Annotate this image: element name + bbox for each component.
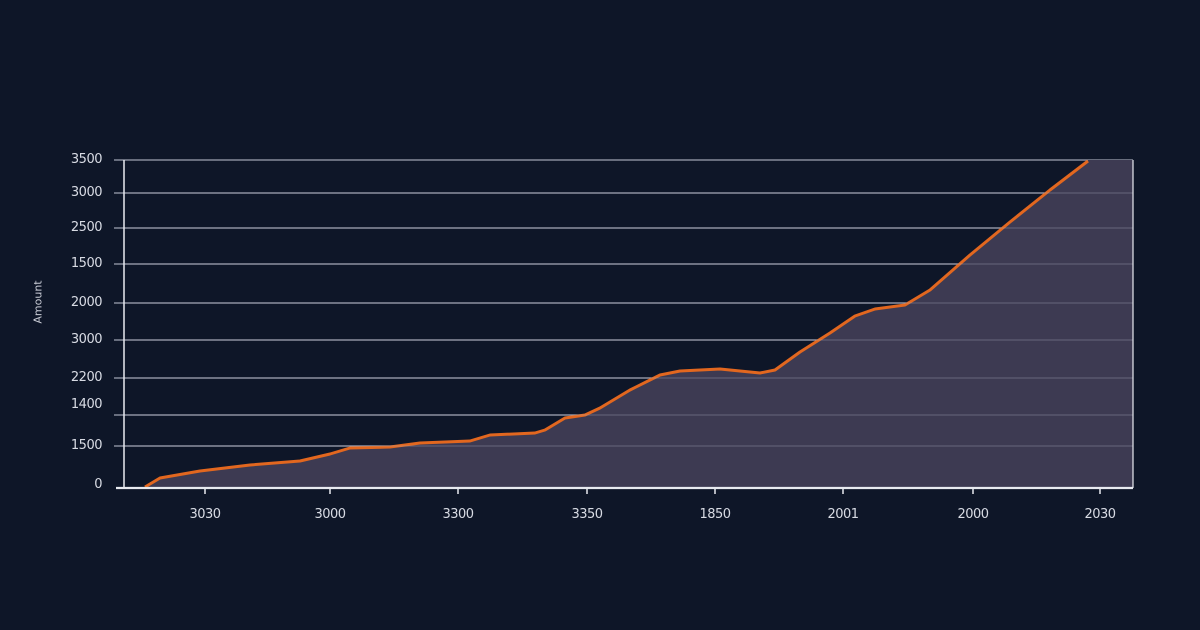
x-tick-label: 3000	[314, 507, 346, 522]
y-axis-title: Amount	[31, 280, 45, 324]
y-tick-label: 1400	[70, 397, 103, 412]
y-tick-label: 0	[94, 477, 102, 492]
y-tick-label: 2500	[70, 220, 103, 235]
y-tick-label: 3500	[70, 152, 103, 167]
x-tick-label: 2030	[1084, 507, 1116, 522]
x-tick-label: 3300	[442, 507, 474, 522]
x-tick-label: 1850	[699, 507, 731, 522]
x-tick-label: 3350	[571, 507, 603, 522]
y-tick-label: 3000	[70, 332, 103, 347]
area-fill	[145, 160, 1133, 488]
y-tick-label: 3000	[70, 185, 103, 200]
x-tick-label: 2001	[827, 507, 859, 522]
y-tick-label: 2000	[70, 295, 103, 310]
data-line	[144, 159, 1089, 489]
x-tick-label: 3030	[189, 507, 221, 522]
y-tick-label: 2200	[70, 370, 103, 385]
axes	[116, 160, 1134, 494]
y-tick-label: 1500	[70, 256, 103, 271]
x-tick-label: 2000	[957, 507, 989, 522]
y-tick-label: 1500	[70, 438, 103, 453]
